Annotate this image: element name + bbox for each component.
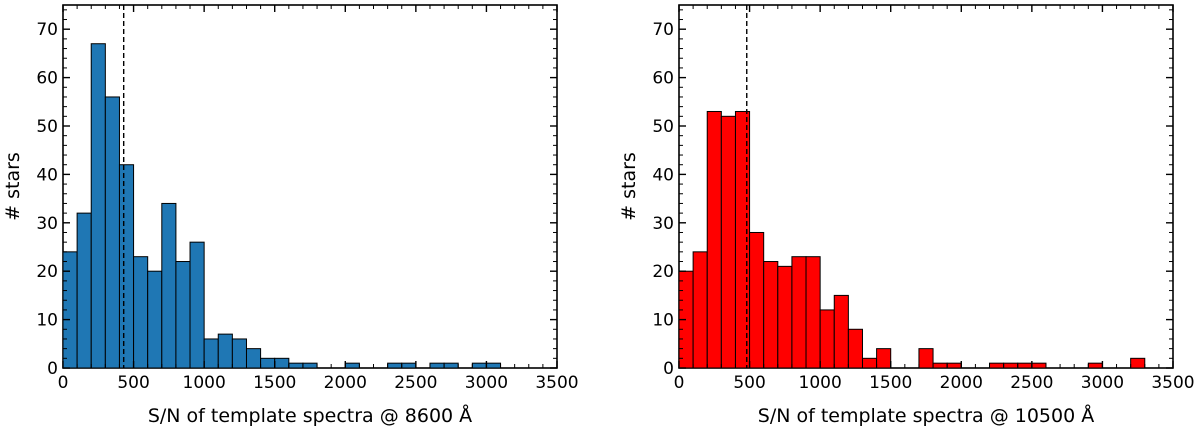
left-y-tick-label: 0 xyxy=(47,359,58,379)
left-x-tick-label: 1500 xyxy=(253,373,296,393)
right-bar-3 xyxy=(720,115,736,369)
left-x-tick-label: 2000 xyxy=(324,373,367,393)
left-bar-5 xyxy=(133,256,149,369)
left-bar-1 xyxy=(76,212,92,369)
left-bar-12 xyxy=(231,338,247,369)
left-bar-6 xyxy=(147,270,163,369)
left-bar-30 xyxy=(485,362,502,369)
right-bar-10 xyxy=(819,309,835,369)
right-histogram-bars xyxy=(678,110,1146,369)
right-bar-4 xyxy=(734,110,751,369)
right-x-tick-label: 3000 xyxy=(1081,373,1124,393)
right-bar-5 xyxy=(749,231,765,369)
left-x-tick-label: 1000 xyxy=(183,373,226,393)
left-bar-4 xyxy=(118,164,135,369)
left-bar-20 xyxy=(344,362,360,369)
left-bar-26 xyxy=(429,362,445,369)
left-y-tick-label: 60 xyxy=(36,69,58,89)
left-x-tick-label: 3000 xyxy=(465,373,508,393)
right-axis-ticks xyxy=(678,5,1174,369)
right-bar-32 xyxy=(1130,357,1146,369)
left-x-tick-label: 500 xyxy=(117,373,149,393)
right-y-tick-label: 10 xyxy=(652,311,674,331)
left-x-tick-label: 3500 xyxy=(535,373,578,393)
right-bar-8 xyxy=(791,256,807,369)
right-y-tick-label: 70 xyxy=(652,20,674,40)
right-x-tick-label: 2000 xyxy=(940,373,983,393)
right-bar-18 xyxy=(932,362,948,369)
left-bar-9 xyxy=(189,241,205,369)
left-y-tick-label: 20 xyxy=(36,262,58,282)
right-bar-7 xyxy=(777,265,793,369)
right-bar-14 xyxy=(876,348,892,369)
left-y-tick-label: 10 xyxy=(36,311,58,331)
left-bar-13 xyxy=(245,348,262,369)
left-bar-3 xyxy=(104,96,120,369)
right-bar-12 xyxy=(847,328,863,369)
left-bar-29 xyxy=(471,362,487,369)
right-bar-22 xyxy=(989,362,1005,369)
right-y-tick-label: 30 xyxy=(652,214,674,234)
right-x-tick-label: 500 xyxy=(733,373,765,393)
right-x-axis-label: S/N of template spectra @ 10500 Å xyxy=(758,404,1094,427)
left-bar-15 xyxy=(274,357,290,369)
left-y-tick-labels: 0 10 20 30 40 50 60 70 xyxy=(36,20,58,379)
left-axis-ticks xyxy=(62,5,558,369)
right-y-tick-labels: 0 10 20 30 40 50 60 70 xyxy=(652,20,674,379)
left-bar-7 xyxy=(161,202,177,369)
left-bar-24 xyxy=(401,362,417,369)
right-x-tick-label: 3500 xyxy=(1151,373,1194,393)
left-x-tick-label: 0 xyxy=(58,373,69,393)
right-bar-17 xyxy=(918,348,934,369)
left-bar-14 xyxy=(260,357,276,369)
left-x-tick-labels: 0 500 1000 1500 2000 2500 3000 3500 xyxy=(58,373,579,393)
right-bar-13 xyxy=(861,357,878,369)
left-bar-17 xyxy=(302,362,318,369)
left-y-tick-label: 40 xyxy=(36,165,58,185)
right-bar-24 xyxy=(1017,362,1033,369)
left-bar-11 xyxy=(217,333,233,369)
left-bar-8 xyxy=(175,261,191,369)
right-y-tick-label: 20 xyxy=(652,262,674,282)
right-x-tick-label: 1000 xyxy=(799,373,842,393)
right-bar-23 xyxy=(1003,362,1019,369)
left-bar-2 xyxy=(90,43,106,369)
left-y-tick-label: 70 xyxy=(36,20,58,40)
left-x-axis-label: S/N of template spectra @ 8600 Å xyxy=(148,404,472,427)
right-x-tick-labels: 0 500 1000 1500 2000 2500 3000 3500 xyxy=(674,373,1195,393)
left-bar-10 xyxy=(203,338,219,369)
right-x-tick-label: 1500 xyxy=(869,373,912,393)
right-x-tick-label: 0 xyxy=(674,373,685,393)
left-bar-23 xyxy=(387,362,403,369)
right-bar-25 xyxy=(1031,362,1047,369)
right-histogram-panel: 0 500 1000 1500 2000 2500 3000 3500 0 10 20 30 40 50… xyxy=(618,4,1195,427)
right-bar-11 xyxy=(833,294,849,369)
right-bar-6 xyxy=(763,261,779,369)
left-x-tick-label: 2500 xyxy=(394,373,437,393)
left-bar-27 xyxy=(443,362,459,369)
left-y-tick-label: 30 xyxy=(36,214,58,234)
left-bar-16 xyxy=(288,362,304,369)
right-bar-9 xyxy=(805,256,821,369)
right-y-tick-label: 60 xyxy=(652,69,674,89)
right-bar-1 xyxy=(692,251,708,369)
left-y-axis-label: # stars xyxy=(2,152,24,221)
right-y-axis-label: # stars xyxy=(618,152,640,221)
left-histogram-panel: 0 500 1000 1500 2000 2500 3000 3500 0 10 20 30 40 50… xyxy=(2,4,579,427)
right-y-tick-label: 50 xyxy=(652,117,674,137)
left-histogram-bars xyxy=(62,43,502,369)
right-bar-29 xyxy=(1087,362,1103,369)
right-x-tick-label: 2500 xyxy=(1010,373,1053,393)
right-y-tick-label: 0 xyxy=(663,359,674,379)
right-bar-19 xyxy=(946,362,962,369)
left-y-tick-label: 50 xyxy=(36,117,58,137)
right-bar-2 xyxy=(706,110,722,369)
right-y-tick-label: 40 xyxy=(652,165,674,185)
